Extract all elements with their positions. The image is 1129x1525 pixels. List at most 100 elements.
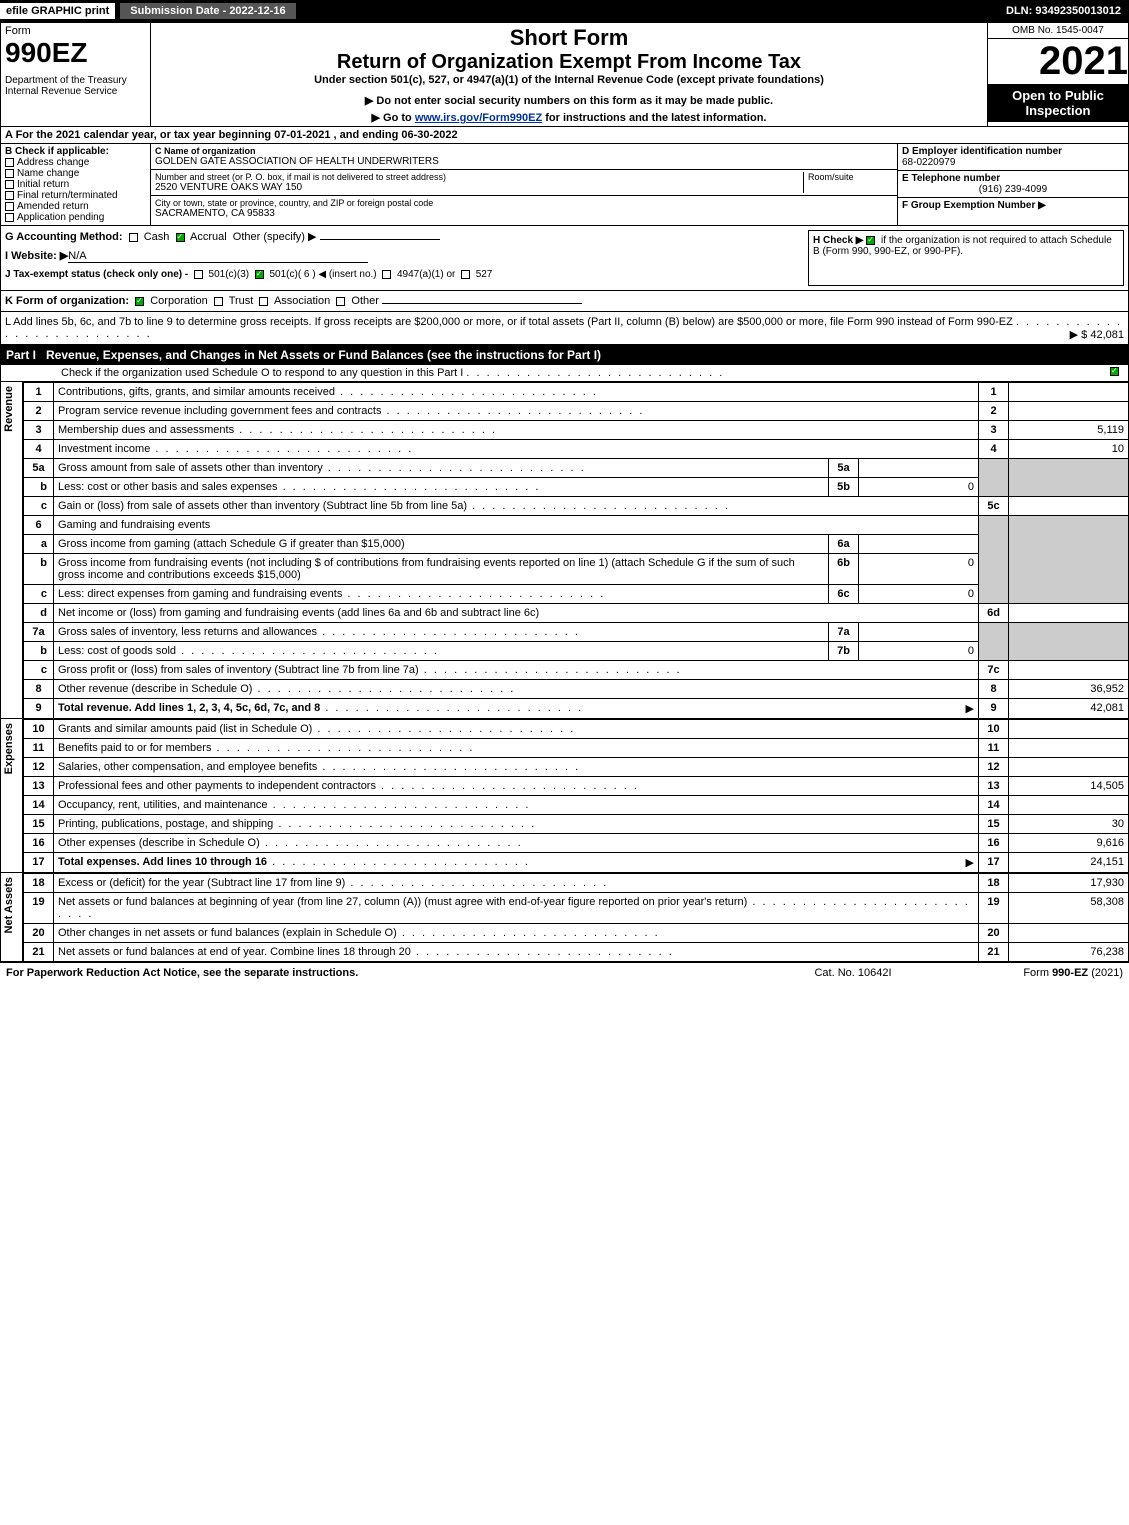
section-b-cdef: B Check if applicable: Address change Na… [0,144,1129,226]
check-4947[interactable] [382,270,391,279]
line-2: 2Program service revenue including gover… [24,402,1129,421]
accrual-label: Accrual [190,231,227,243]
line-17: 17Total expenses. Add lines 10 through 1… [24,853,1129,873]
line-21: 21Net assets or fund balances at end of … [24,943,1129,962]
omb-number: OMB No. 1545-0047 [988,23,1128,39]
check-association[interactable] [259,297,268,306]
line-3: 3Membership dues and assessments35,119 [24,421,1129,440]
check-name-change[interactable]: Name change [5,168,146,179]
irs-label: Internal Revenue Service [5,86,146,97]
room-suite-label: Room/suite [808,172,893,182]
check-501c[interactable] [255,270,264,279]
street-address: 2520 VENTURE OAKS WAY 150 [155,182,803,193]
city-state-zip: SACRAMENTO, CA 95833 [155,208,893,219]
row-h: H Check ▶ if the organization is not req… [808,230,1124,286]
check-other-org[interactable] [336,297,345,306]
header-right: OMB No. 1545-0047 2021 Open to Public In… [988,23,1128,126]
line-12: 12Salaries, other compensation, and empl… [24,758,1129,777]
check-address-change[interactable]: Address change [5,157,146,168]
check-schedule-o[interactable] [1110,367,1119,376]
subtitle: Under section 501(c), 527, or 4947(a)(1)… [155,74,983,86]
line-6d: dNet income or (loss) from gaming and fu… [24,604,1129,623]
street-label: Number and street (or P. O. box, if mail… [155,172,803,182]
irs-link[interactable]: www.irs.gov/Form990EZ [415,112,542,124]
note-link-post: for instructions and the latest informat… [542,112,766,124]
column-b: B Check if applicable: Address change Na… [1,144,151,225]
footer-paperwork: For Paperwork Reduction Act Notice, see … [6,967,763,979]
check-address-change-label: Address change [17,157,89,168]
check-527[interactable] [461,270,470,279]
part-1-header: Part I Revenue, Expenses, and Changes in… [0,345,1129,365]
page-footer: For Paperwork Reduction Act Notice, see … [0,962,1129,983]
line-19: 19Net assets or fund balances at beginni… [24,893,1129,924]
row-j: J Tax-exempt status (check only one) - 5… [5,269,804,280]
open-public-badge: Open to Public Inspection [988,84,1128,122]
check-cash[interactable] [129,233,138,242]
check-amended-return[interactable]: Amended return [5,201,146,212]
line-14: 14Occupancy, rent, utilities, and mainte… [24,796,1129,815]
website-value: N/A [68,250,368,263]
label-501c: 501(c)( 6 ) ◀ (insert no.) [269,269,376,280]
i-label: I Website: ▶ [5,250,68,262]
cash-label: Cash [144,231,170,243]
assoc-label: Association [274,295,330,307]
header-center: Short Form Return of Organization Exempt… [151,23,988,126]
net-assets-table: 18Excess or (deficit) for the year (Subt… [23,873,1129,962]
c-label: C Name of organization [155,146,893,156]
line-6: 6Gaming and fundraising events [24,516,1129,535]
section-ghij: G Accounting Method: Cash Accrual Other … [0,226,1129,291]
line-1: 1Contributions, gifts, grants, and simil… [24,383,1129,402]
revenue-section: Revenue 1Contributions, gifts, grants, a… [0,382,1129,719]
check-accrual[interactable] [176,233,185,242]
part-1-check-line: Check if the organization used Schedule … [0,365,1129,382]
org-name: GOLDEN GATE ASSOCIATION OF HEALTH UNDERW… [155,156,893,167]
line-6c: cLess: direct expenses from gaming and f… [24,585,1129,604]
net-assets-section: Net Assets 18Excess or (deficit) for the… [0,873,1129,962]
row-a-tax-year: A For the 2021 calendar year, or tax yea… [0,127,1129,144]
check-schedule-b[interactable] [866,236,875,245]
footer-form-ref: Form 990-EZ (2021) [943,967,1123,979]
main-title: Return of Organization Exempt From Incom… [155,51,983,74]
line-9: 9Total revenue. Add lines 1, 2, 3, 4, 5c… [24,699,1129,719]
line-11: 11Benefits paid to or for members11 [24,739,1129,758]
revenue-side-label: Revenue [1,382,17,436]
note-ssn: ▶ Do not enter social security numbers o… [155,94,983,107]
check-trust[interactable] [214,297,223,306]
ein: 68-0220979 [902,157,1124,168]
other-specify-input[interactable] [320,239,440,240]
trust-label: Trust [229,295,254,307]
other-org-label: Other [351,295,379,307]
efile-label: efile GRAPHIC print [0,3,115,19]
line-5b: bLess: cost or other basis and sales exp… [24,478,1129,497]
check-final-return[interactable]: Final return/terminated [5,190,146,201]
row-g: G Accounting Method: Cash Accrual Other … [5,230,804,243]
line-13: 13Professional fees and other payments t… [24,777,1129,796]
check-501c3[interactable] [194,270,203,279]
j-label: J Tax-exempt status (check only one) - [5,269,188,280]
line-10: 10Grants and similar amounts paid (list … [24,720,1129,739]
revenue-table: 1Contributions, gifts, grants, and simil… [23,382,1129,719]
d-label: D Employer identification number [902,146,1124,157]
b-label: B Check if applicable: [5,146,146,157]
check-initial-return[interactable]: Initial return [5,179,146,190]
part-1-label: Part I [6,348,36,362]
expenses-side-label: Expenses [1,719,17,778]
note-link: ▶ Go to www.irs.gov/Form990EZ for instru… [155,111,983,124]
line-7c: cGross profit or (loss) from sales of in… [24,661,1129,680]
submission-date: Submission Date - 2022-12-16 [119,2,296,20]
header-left: Form 990EZ Department of the Treasury In… [1,23,151,126]
note-link-pre: ▶ Go to [372,112,415,124]
f-label: F Group Exemption Number ▶ [902,200,1124,211]
check-corporation[interactable] [135,297,144,306]
check-application-pending[interactable]: Application pending [5,212,146,223]
expenses-section: Expenses 10Grants and similar amounts pa… [0,719,1129,873]
k-label: K Form of organization: [5,295,129,307]
section-k: K Form of organization: Corporation Trus… [0,291,1129,312]
row-i: I Website: ▶N/A [5,249,804,263]
other-org-input[interactable] [382,303,582,304]
corp-label: Corporation [150,295,207,307]
check-name-change-label: Name change [17,168,79,179]
line-4: 4Investment income410 [24,440,1129,459]
label-527: 527 [476,269,493,280]
dept-label: Department of the Treasury [5,75,146,86]
